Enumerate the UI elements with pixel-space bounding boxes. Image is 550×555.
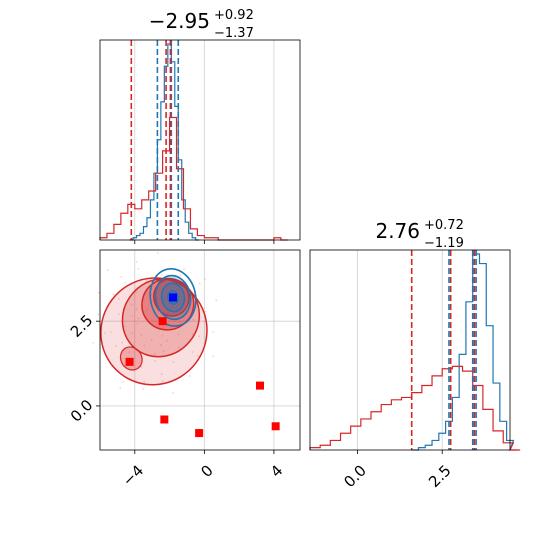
title-upper-error: +0.92	[214, 8, 254, 23]
red-square-marker	[160, 415, 169, 424]
sample-dot	[191, 351, 194, 353]
sample-dot	[128, 351, 131, 354]
density-contour	[149, 268, 197, 327]
sample-dot	[130, 303, 133, 306]
x-tick-label: 4	[267, 461, 286, 480]
marginal-histogram-param-2: 0.0 2.5 2.76 +0.72 −1.19	[309, 218, 521, 491]
sample-dot	[161, 334, 164, 337]
sample-dot	[161, 380, 164, 383]
sample-dot	[97, 313, 100, 316]
axes-frame	[309, 249, 511, 451]
sample-dot	[121, 341, 123, 344]
title-lower-error: −1.37	[214, 26, 254, 41]
sample-dot	[176, 289, 179, 291]
sample-dot	[157, 252, 160, 254]
sample-dot	[150, 339, 153, 341]
sample-dot	[140, 365, 143, 368]
sample-dot	[122, 380, 125, 383]
sample-dot	[172, 361, 175, 363]
red-square-marker	[271, 422, 280, 431]
red-square-marker	[195, 429, 204, 438]
sample-dot	[137, 267, 140, 270]
sample-dot	[162, 350, 165, 353]
sample-dot	[198, 282, 201, 285]
sample-dot	[103, 332, 106, 335]
sample-dot	[131, 332, 134, 335]
sample-dot	[160, 344, 162, 346]
sample-dot	[154, 360, 156, 362]
title-upper-error: +0.72	[424, 218, 464, 233]
histogram-step-line	[99, 116, 288, 241]
x-tick-label: 0.0	[340, 461, 370, 491]
sample-dot	[123, 325, 126, 328]
sample-dot	[115, 345, 118, 347]
sample-dot	[131, 314, 134, 317]
sample-dot	[160, 274, 163, 276]
sample-dot	[112, 293, 115, 296]
sample-dot	[150, 294, 153, 296]
axes-frame	[99, 249, 301, 451]
red-square-marker	[256, 381, 264, 390]
sample-dot	[136, 322, 139, 325]
sample-dot	[188, 375, 191, 377]
sample-dot	[172, 323, 175, 326]
sample-dot	[160, 373, 163, 376]
sample-dot	[142, 387, 145, 390]
sample-dot	[145, 309, 148, 312]
sample-dot	[179, 274, 182, 277]
sample-dot	[106, 269, 109, 272]
sample-dot	[204, 278, 206, 281]
sample-dot	[140, 334, 143, 336]
sample-dot	[135, 308, 138, 311]
y-tick-label: 2.5	[67, 311, 97, 341]
histogram-step-line	[309, 365, 521, 451]
axes-frame	[99, 39, 301, 241]
histogram-step-line	[411, 253, 517, 451]
sample-dot	[153, 353, 156, 355]
sample-dot	[83, 319, 86, 322]
sample-dot	[119, 387, 122, 389]
sample-dot	[120, 275, 123, 278]
red-square-marker	[158, 317, 167, 326]
sample-dot	[117, 298, 120, 300]
sample-dot	[177, 333, 180, 336]
y-tick-label: 0.0	[67, 396, 97, 426]
title-value: 2.76	[375, 219, 420, 243]
sample-dot	[204, 310, 207, 313]
title-lower-error: −1.19	[424, 236, 464, 251]
red-square-marker	[125, 357, 134, 366]
sample-dot	[198, 335, 200, 338]
x-tick-label: 0	[197, 461, 216, 480]
sample-dot	[212, 355, 215, 358]
x-tick-label: −4	[119, 461, 147, 489]
x-tick-label: 2.5	[425, 461, 455, 491]
sample-dot	[172, 392, 174, 394]
sample-dot	[178, 346, 180, 349]
sample-dot	[215, 299, 218, 302]
sample-dot	[92, 341, 95, 344]
sample-dot	[135, 291, 137, 294]
histogram-step-line	[129, 43, 200, 241]
sample-dot	[192, 318, 195, 321]
sample-dot	[143, 380, 146, 383]
title-value: −2.95	[149, 9, 210, 33]
sample-dot	[143, 344, 146, 347]
sample-dot	[183, 268, 185, 271]
sample-dot	[197, 354, 200, 357]
sample-dot	[97, 291, 100, 294]
sample-dot	[118, 313, 120, 316]
sample-dot	[135, 260, 138, 263]
blue-square-marker	[169, 293, 178, 302]
marginal-histogram-param-1: −2.95 +0.92 −1.37	[99, 8, 301, 244]
joint-scatter-panel: −4 0 4 0.0 2.5	[67, 249, 301, 490]
sample-dot	[191, 333, 194, 336]
sample-dot	[137, 317, 140, 320]
sample-dot	[212, 331, 215, 333]
sample-dot	[110, 331, 113, 333]
sample-dot	[166, 339, 168, 342]
sample-dot	[124, 281, 126, 284]
